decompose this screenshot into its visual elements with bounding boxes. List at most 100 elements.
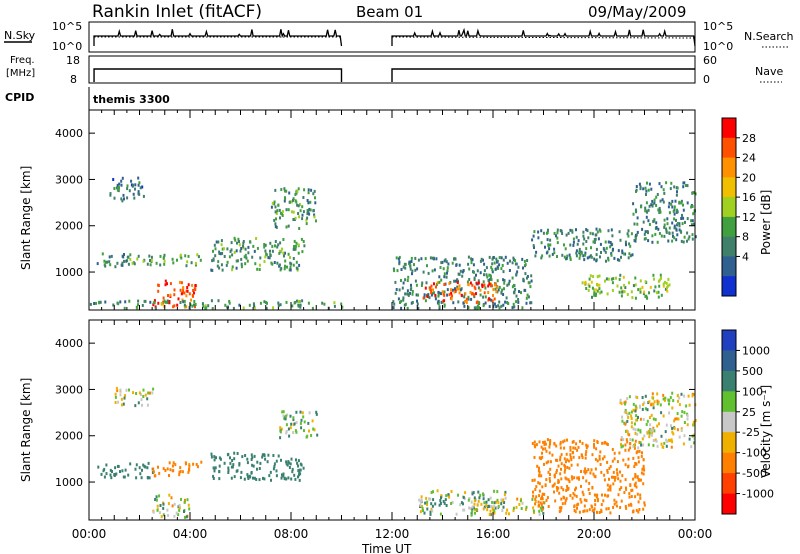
y-tick-label: 4000	[55, 337, 83, 350]
power-cell	[205, 306, 208, 310]
power-cell	[113, 196, 116, 200]
power-cell	[660, 293, 663, 297]
power-cell	[275, 212, 278, 215]
velocity-cell	[172, 461, 175, 465]
velocity-cell	[594, 499, 597, 502]
power-cell	[592, 240, 595, 244]
velocity-cell	[593, 507, 596, 511]
x-tick-label: 20:00	[577, 527, 612, 541]
velocity-colorbar-tick-label: -25	[742, 426, 760, 439]
power-cell	[612, 277, 615, 281]
power-cell	[281, 247, 283, 251]
power-cell	[523, 288, 526, 292]
power-cell	[513, 291, 516, 295]
power-cell	[406, 292, 409, 296]
power-cell	[297, 251, 300, 255]
power-cell	[238, 240, 240, 243]
velocity-cell	[540, 497, 543, 501]
power-cell	[514, 262, 517, 266]
velocity-cell	[299, 468, 302, 472]
power-cell	[575, 249, 578, 253]
power-cell	[639, 185, 642, 189]
power-cell	[603, 248, 606, 252]
power-cell	[580, 251, 583, 255]
velocity-cell	[624, 478, 627, 482]
power-cell	[440, 261, 443, 265]
velocity-cell	[439, 502, 442, 505]
power-cell	[572, 243, 575, 247]
power-cell	[644, 206, 647, 210]
velocity-cell	[582, 493, 585, 497]
power-cell	[645, 193, 647, 196]
power-cell	[448, 293, 451, 297]
power-cell	[445, 275, 448, 279]
colorbar-segment	[722, 197, 736, 218]
velocity-cell	[462, 508, 465, 512]
velocity-cell	[109, 468, 112, 472]
power-cell	[666, 217, 669, 221]
power-cell	[507, 282, 510, 286]
power-cell	[429, 286, 432, 290]
velocity-cell	[587, 468, 590, 472]
power-cell	[157, 289, 160, 293]
velocity-cell	[566, 466, 569, 469]
power-cell	[475, 281, 478, 285]
power-cell	[415, 283, 418, 287]
power-cell	[274, 210, 277, 214]
velocity-cell	[613, 498, 616, 502]
velocity-cell	[490, 504, 492, 508]
power-cell	[183, 291, 186, 295]
velocity-cell	[462, 502, 464, 506]
power-cell	[600, 251, 602, 254]
power-cell	[441, 290, 444, 294]
power-colorbar-tick-label: 8	[742, 231, 749, 244]
power-cell	[301, 205, 304, 209]
power-cell	[629, 254, 632, 258]
power-cell	[273, 202, 276, 206]
velocity-cell	[549, 440, 552, 444]
power-cell	[484, 301, 487, 305]
velocity-cell	[647, 401, 650, 405]
velocity-cell	[178, 506, 181, 510]
power-cell	[252, 302, 255, 306]
power-cell	[404, 278, 407, 282]
power-cell	[271, 249, 274, 253]
power-cell	[258, 268, 261, 271]
power-cell	[588, 284, 591, 288]
power-cell	[289, 268, 292, 272]
velocity-cell	[683, 394, 686, 398]
velocity-cell	[544, 447, 547, 451]
power-cell	[657, 290, 660, 294]
power-cell	[259, 301, 262, 305]
velocity-cell	[142, 395, 145, 398]
power-cell	[182, 286, 185, 290]
velocity-cell	[440, 494, 443, 498]
power-cell	[686, 239, 688, 243]
power-cell	[438, 280, 441, 284]
velocity-cell	[613, 478, 616, 482]
power-cell	[526, 259, 529, 262]
velocity-cell	[681, 410, 684, 414]
power-cell	[296, 203, 299, 207]
power-cell	[397, 257, 400, 261]
velocity-cell	[215, 456, 217, 460]
power-cell	[99, 300, 102, 304]
velocity-cell	[480, 502, 483, 506]
velocity-cell	[292, 418, 295, 422]
velocity-cell	[660, 442, 663, 446]
velocity-cell	[627, 448, 630, 452]
velocity-cell	[566, 487, 569, 491]
velocity-cell	[287, 476, 290, 480]
velocity-cell	[595, 447, 598, 451]
velocity-cell	[538, 512, 541, 516]
power-cell	[593, 240, 596, 244]
velocity-cell	[585, 479, 588, 483]
power-cell	[154, 306, 157, 310]
power-cell	[681, 222, 684, 226]
velocity-cell	[637, 446, 640, 450]
velocity-cell	[263, 477, 266, 481]
power-cell	[474, 287, 477, 291]
velocity-cell	[586, 509, 589, 513]
power-cell	[180, 292, 183, 296]
